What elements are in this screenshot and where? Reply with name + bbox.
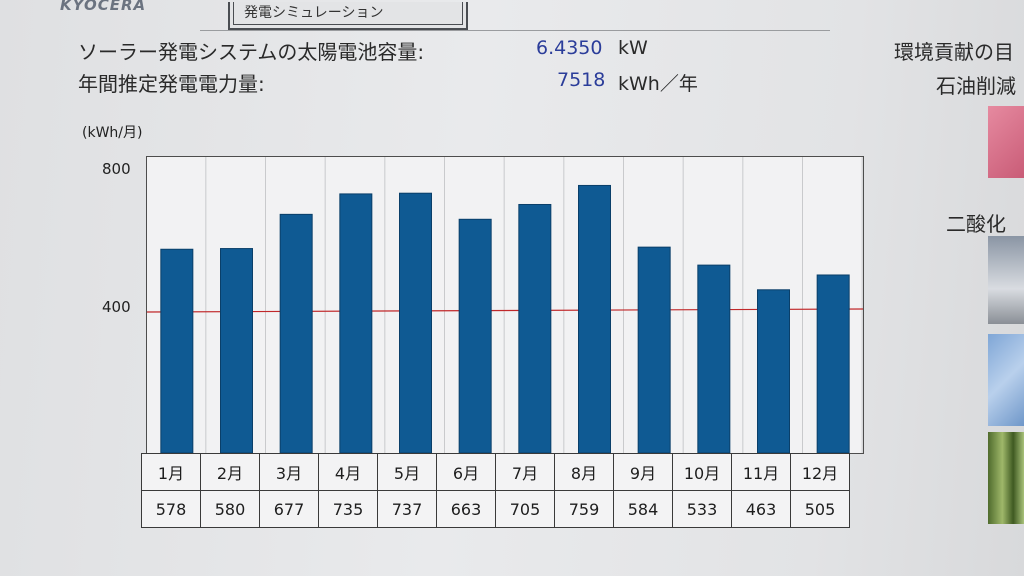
capacity-label: ソーラー発電システムの太陽電池容量: [78,40,425,64]
bar-6月 [458,218,492,453]
environment-contribution-title: 環境貢献の目 [894,40,1014,64]
data-label: 463 [731,490,791,528]
bar-10月 [697,264,731,453]
y-tick-label: 400 [102,298,131,316]
company-logo: KYOCERA [60,0,147,14]
data-label: 580 [200,490,260,528]
bar-11月 [757,289,790,453]
data-label: 705 [495,490,555,528]
month-label: 9月 [613,453,673,491]
forest-image [988,432,1024,524]
month-label: 6月 [436,453,496,491]
capacity-unit: kW [618,37,648,59]
bar-chart [147,157,863,453]
bar-4月 [339,193,373,453]
y-tick-label: 800 [102,160,131,178]
data-label: 584 [613,490,673,528]
annual-output-unit: kWh／年 [618,73,698,95]
bar-9月 [637,246,671,453]
bar-12月 [816,274,850,453]
value-row: 578 580 677 735 737 663 705 759 584 533 463 505 [141,490,850,528]
co2-label: 二酸化 [946,212,1006,236]
data-label: 737 [377,490,437,528]
oil-reduction-label: 石油削減 [936,74,1016,98]
chart-plot-area [146,156,864,454]
month-label: 4月 [318,453,378,491]
bar-2月 [220,248,253,453]
header-divider [200,30,830,31]
reference-line [147,308,863,313]
bar-1月 [160,248,194,453]
bar-7月 [518,203,552,453]
month-label: 2月 [200,453,260,491]
month-row: 1月 2月 3月 4月 5月 6月 7月 8月 9月 10月 11月 12月 [141,453,850,491]
bar-5月 [399,192,432,453]
data-label: 663 [436,490,496,528]
month-label: 5月 [377,453,437,491]
section-tab-title: 発電シミュレーション [233,2,463,25]
arrow-image [988,334,1024,426]
capacity-value: 6.4350 [536,37,603,59]
month-label: 8月 [554,453,614,491]
month-label: 7月 [495,453,555,491]
monthly-data-table: 1月 2月 3月 4月 5月 6月 7月 8月 9月 10月 11月 12月 578 580 677 735… [141,453,850,528]
bar-8月 [578,184,611,453]
data-label: 677 [259,490,319,528]
section-tab: 発電シミュレーション [228,2,468,30]
data-label: 759 [554,490,614,528]
bar-3月 [279,213,313,453]
month-label: 11月 [731,453,791,491]
annual-output-label: 年間推定発電電力量: [78,72,265,96]
y-axis-label: (kWh/月) [82,125,143,141]
month-label: 12月 [790,453,850,491]
month-label: 3月 [259,453,319,491]
car-image [988,236,1024,324]
data-label: 578 [141,490,201,528]
oil-image [988,106,1024,178]
month-label: 10月 [672,453,732,491]
data-label: 505 [790,490,850,528]
month-label: 1月 [141,453,201,491]
data-label: 735 [318,490,378,528]
annual-output-value: 7518 [557,69,606,91]
data-label: 533 [672,490,732,528]
